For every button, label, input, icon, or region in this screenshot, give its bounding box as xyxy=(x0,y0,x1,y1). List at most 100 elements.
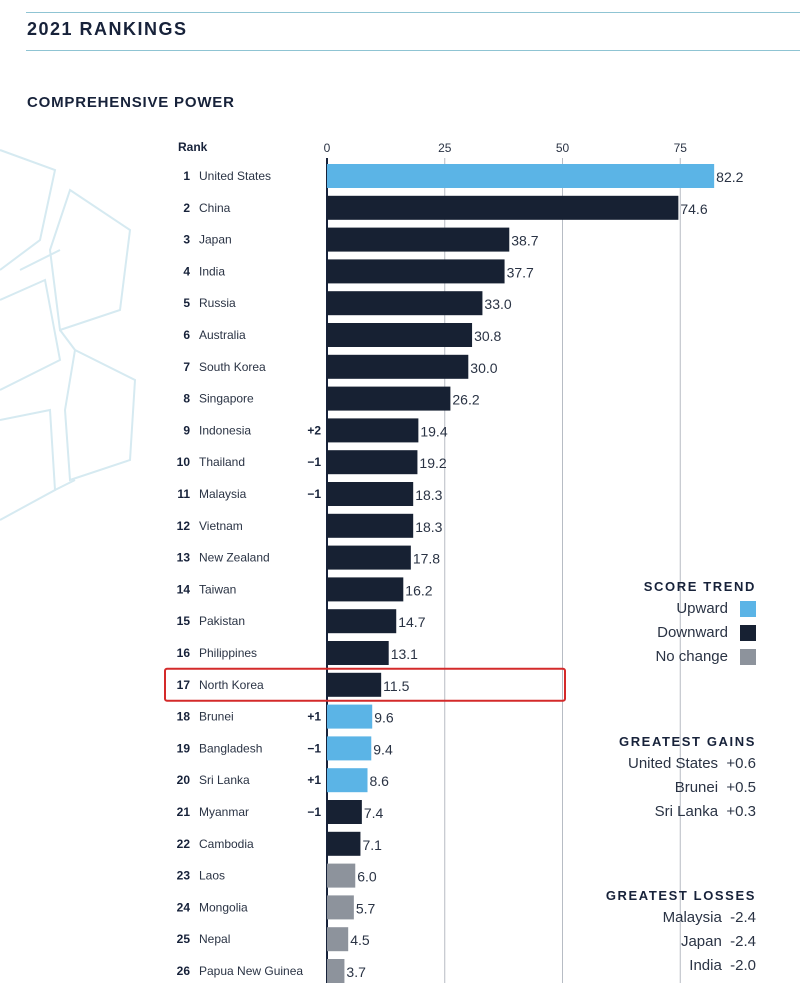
country-label: Indonesia xyxy=(199,423,251,437)
value-label: 14.7 xyxy=(398,614,425,630)
rank-change: +1 xyxy=(307,710,321,724)
rank-number: 13 xyxy=(177,551,191,565)
value-label: 13.1 xyxy=(391,646,418,662)
country-label: Papua New Guinea xyxy=(199,964,303,978)
country-label: Brunei xyxy=(199,710,234,724)
rank-number: 1 xyxy=(183,169,190,183)
country-label: Thailand xyxy=(199,455,245,469)
bar xyxy=(327,927,349,952)
rank-number: 6 xyxy=(183,328,190,342)
country-label: Malaysia xyxy=(199,487,247,501)
bar xyxy=(327,291,483,316)
value-label: 38.7 xyxy=(511,233,538,249)
rank-number: 11 xyxy=(177,487,190,501)
bar xyxy=(327,831,361,856)
x-tick-label: 75 xyxy=(674,141,688,155)
value-label: 33.0 xyxy=(484,296,511,312)
legend-label: Upward xyxy=(676,600,728,617)
rank-number: 19 xyxy=(177,741,191,755)
country-label: Philippines xyxy=(199,646,257,660)
value-label: 3.7 xyxy=(346,964,366,980)
country-label: Sri Lanka xyxy=(199,773,250,787)
bar xyxy=(327,545,411,570)
country-label: China xyxy=(199,201,231,215)
rank-number: 22 xyxy=(177,837,191,851)
rank-number: 3 xyxy=(183,233,190,247)
rank-number: 14 xyxy=(177,582,191,596)
legend-swatch-no-change xyxy=(740,648,756,665)
value-label: 30.0 xyxy=(470,360,497,376)
country-label: North Korea xyxy=(199,678,264,692)
value-label: 37.7 xyxy=(507,264,534,280)
value-label: 19.2 xyxy=(419,455,446,471)
country-label: Myanmar xyxy=(199,805,249,819)
bar xyxy=(327,418,419,443)
rank-change: +2 xyxy=(307,423,321,437)
rank-number: 10 xyxy=(177,455,191,469)
bar xyxy=(327,641,389,665)
bar xyxy=(327,354,469,379)
bar xyxy=(327,863,356,888)
bar xyxy=(327,895,354,920)
country-label: Laos xyxy=(199,869,225,883)
country-label: United States xyxy=(199,169,271,183)
rank-number: 12 xyxy=(177,519,191,533)
country-label: India xyxy=(199,264,225,278)
rank-number: 15 xyxy=(177,614,191,628)
legend-swatch-downward xyxy=(740,624,756,641)
value-label: 5.7 xyxy=(356,900,376,916)
rank-number: 17 xyxy=(177,678,191,692)
value-label: 7.4 xyxy=(364,805,384,821)
rank-change: −1 xyxy=(307,805,321,819)
loss-item: India -2.0 xyxy=(689,957,756,974)
rank-number: 25 xyxy=(177,932,191,946)
rank-change: −1 xyxy=(307,487,321,501)
bar xyxy=(327,768,368,793)
bar xyxy=(327,482,414,506)
gain-item: Brunei +0.5 xyxy=(674,779,756,796)
value-label: 4.5 xyxy=(350,932,370,948)
value-label: 8.6 xyxy=(370,773,390,789)
value-label: 82.2 xyxy=(716,169,743,185)
value-label: 16.2 xyxy=(405,582,432,598)
bar xyxy=(327,704,373,729)
rank-number: 4 xyxy=(183,264,190,278)
legend-label: Downward xyxy=(657,624,728,641)
bar xyxy=(327,513,414,538)
legend-swatch-upward xyxy=(740,600,756,617)
value-label: 17.8 xyxy=(413,551,440,567)
rank-number: 26 xyxy=(177,964,191,978)
value-label: 19.4 xyxy=(420,423,447,439)
bar xyxy=(327,259,505,284)
country-label: Pakistan xyxy=(199,614,245,628)
country-label: Nepal xyxy=(199,932,230,946)
rank-number: 7 xyxy=(183,360,190,374)
top-rule xyxy=(26,12,800,13)
bar xyxy=(327,386,451,411)
value-label: 9.6 xyxy=(374,710,394,726)
rank-change: −1 xyxy=(307,741,321,755)
bar xyxy=(327,164,715,188)
value-label: 26.2 xyxy=(452,392,479,408)
gain-item: United States +0.6 xyxy=(628,755,756,772)
highlight-box xyxy=(164,667,566,702)
gain-item: Sri Lanka +0.3 xyxy=(654,803,756,820)
bar xyxy=(327,736,372,761)
decorative-hexagon-pattern xyxy=(0,149,137,521)
rank-change: −1 xyxy=(307,455,321,469)
legend-item-downward: Downward xyxy=(657,624,756,641)
country-label: South Korea xyxy=(199,360,266,374)
rank-number: 24 xyxy=(177,900,191,914)
rank-change: +1 xyxy=(307,773,321,787)
bar xyxy=(327,577,404,602)
country-label: Japan xyxy=(199,233,232,247)
rank-number: 18 xyxy=(177,710,191,724)
country-label: Bangladesh xyxy=(199,741,262,755)
x-tick-label: 25 xyxy=(438,141,452,155)
country-label: Taiwan xyxy=(199,582,236,596)
legend-item-no-change: No change xyxy=(655,648,756,665)
legend-item-upward: Upward xyxy=(676,600,756,617)
value-label: 74.6 xyxy=(680,201,707,217)
rank-number: 23 xyxy=(177,869,191,883)
country-label: Singapore xyxy=(199,392,254,406)
